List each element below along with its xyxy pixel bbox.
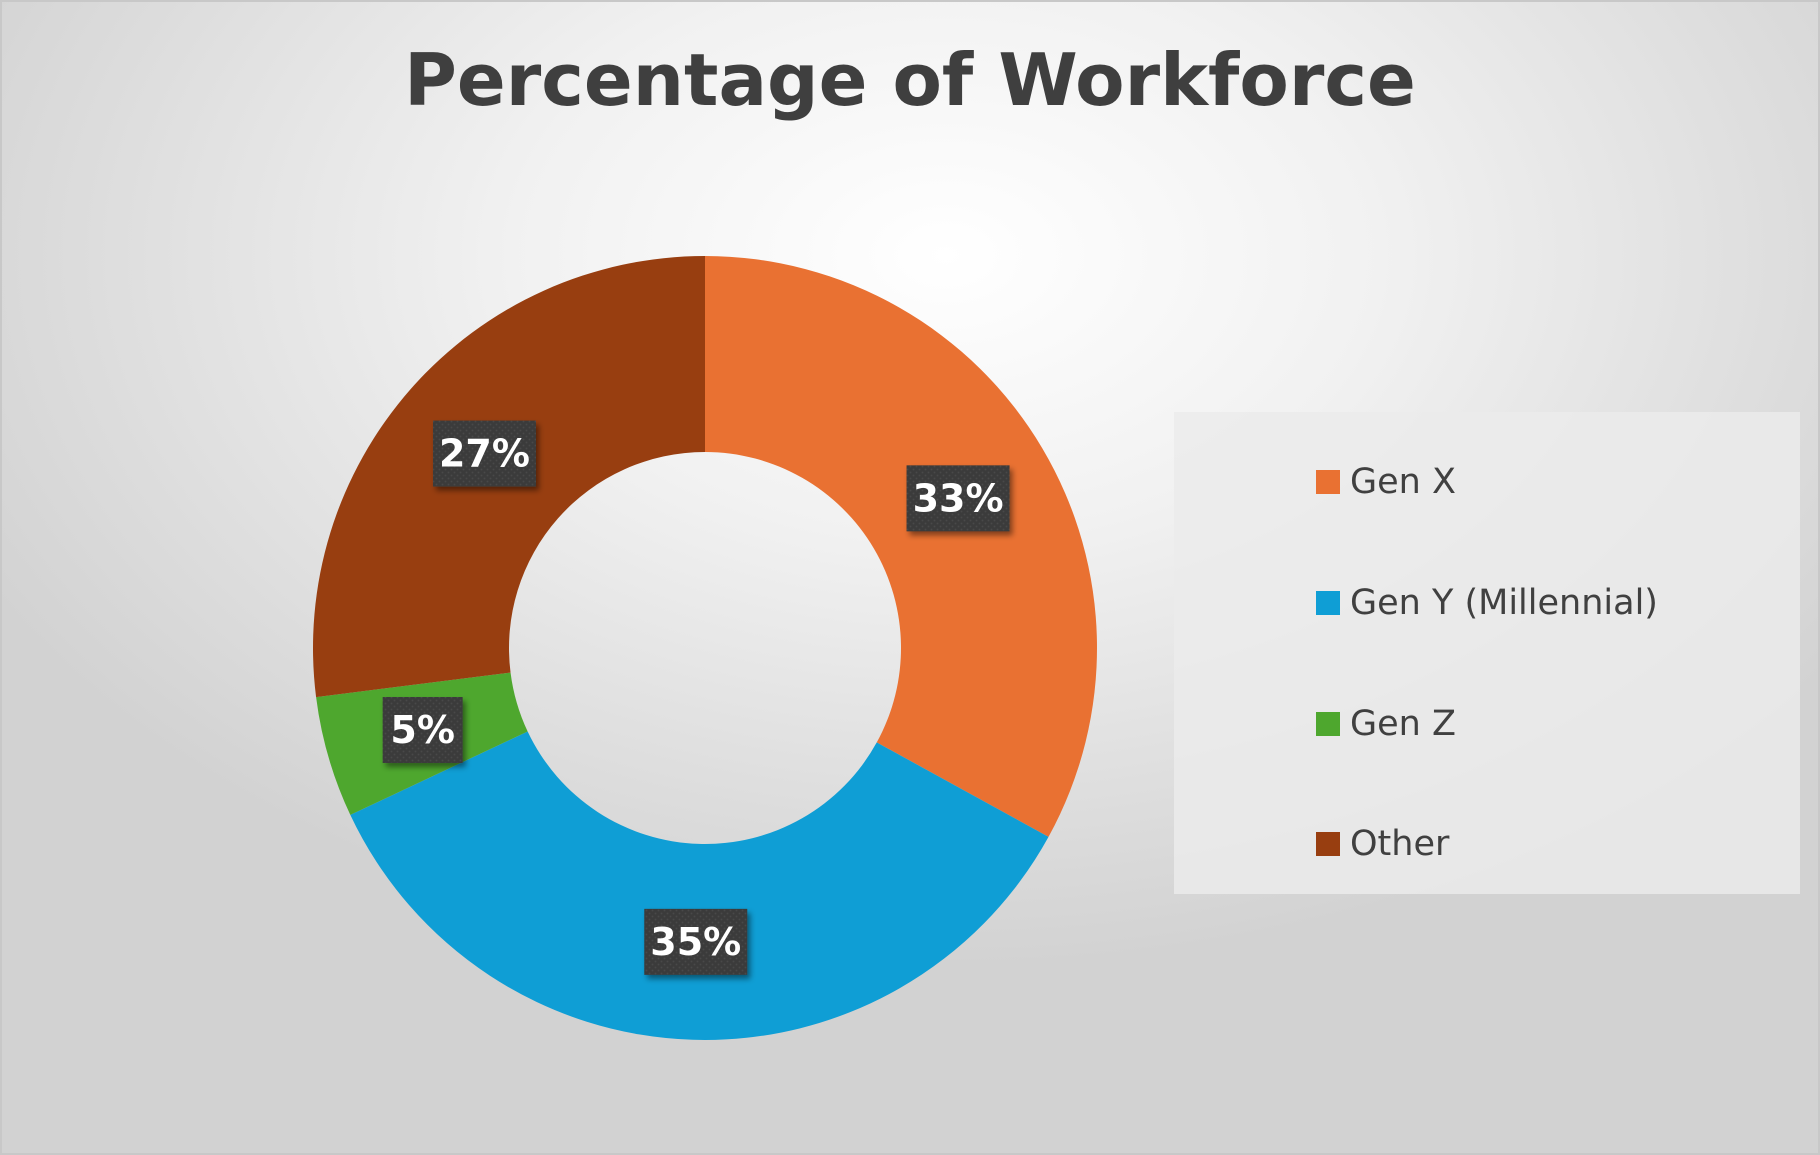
legend-label-gen-x: Gen X [1350,462,1456,502]
legend-item-gen-x: Gen X [1316,462,1456,502]
legend-swatch-gen-x [1316,470,1340,494]
legend-label-other: Other [1350,824,1450,864]
slice-gen-x [705,256,1097,837]
legend-label-gen-z: Gen Z [1350,704,1456,744]
data-label-gen-x: 33% [906,465,1010,532]
data-label-text: 27% [439,432,530,476]
chart-title: Percentage of Workforce [404,38,1416,122]
legend-item-gen-z: Gen Z [1316,704,1456,744]
slice-gen-y-millennial [350,731,1049,1041]
legend-item-gen-y: Gen Y (Millennial) [1316,583,1658,623]
data-label-text: 5% [390,708,455,752]
data-label-text: 35% [650,920,741,964]
legend-label-gen-y: Gen Y (Millennial) [1350,583,1658,623]
legend-swatch-gen-z [1316,712,1340,736]
data-label-box [432,420,536,487]
legend-swatch-gen-y [1316,591,1340,615]
data-label-box [906,465,1010,532]
legend-swatch-other [1316,832,1340,856]
data-label-box [382,697,463,764]
data-label-other: 27% [432,420,536,487]
data-label-gen-z: 5% [382,697,463,764]
data-label-text: 33% [913,476,1004,520]
legend: Gen X Gen Y (Millennial) Gen Z Other [1174,412,1800,894]
data-label-gen-y-millennial: 35% [644,908,748,975]
legend-item-other: Other [1316,824,1449,864]
data-label-box [644,908,748,975]
